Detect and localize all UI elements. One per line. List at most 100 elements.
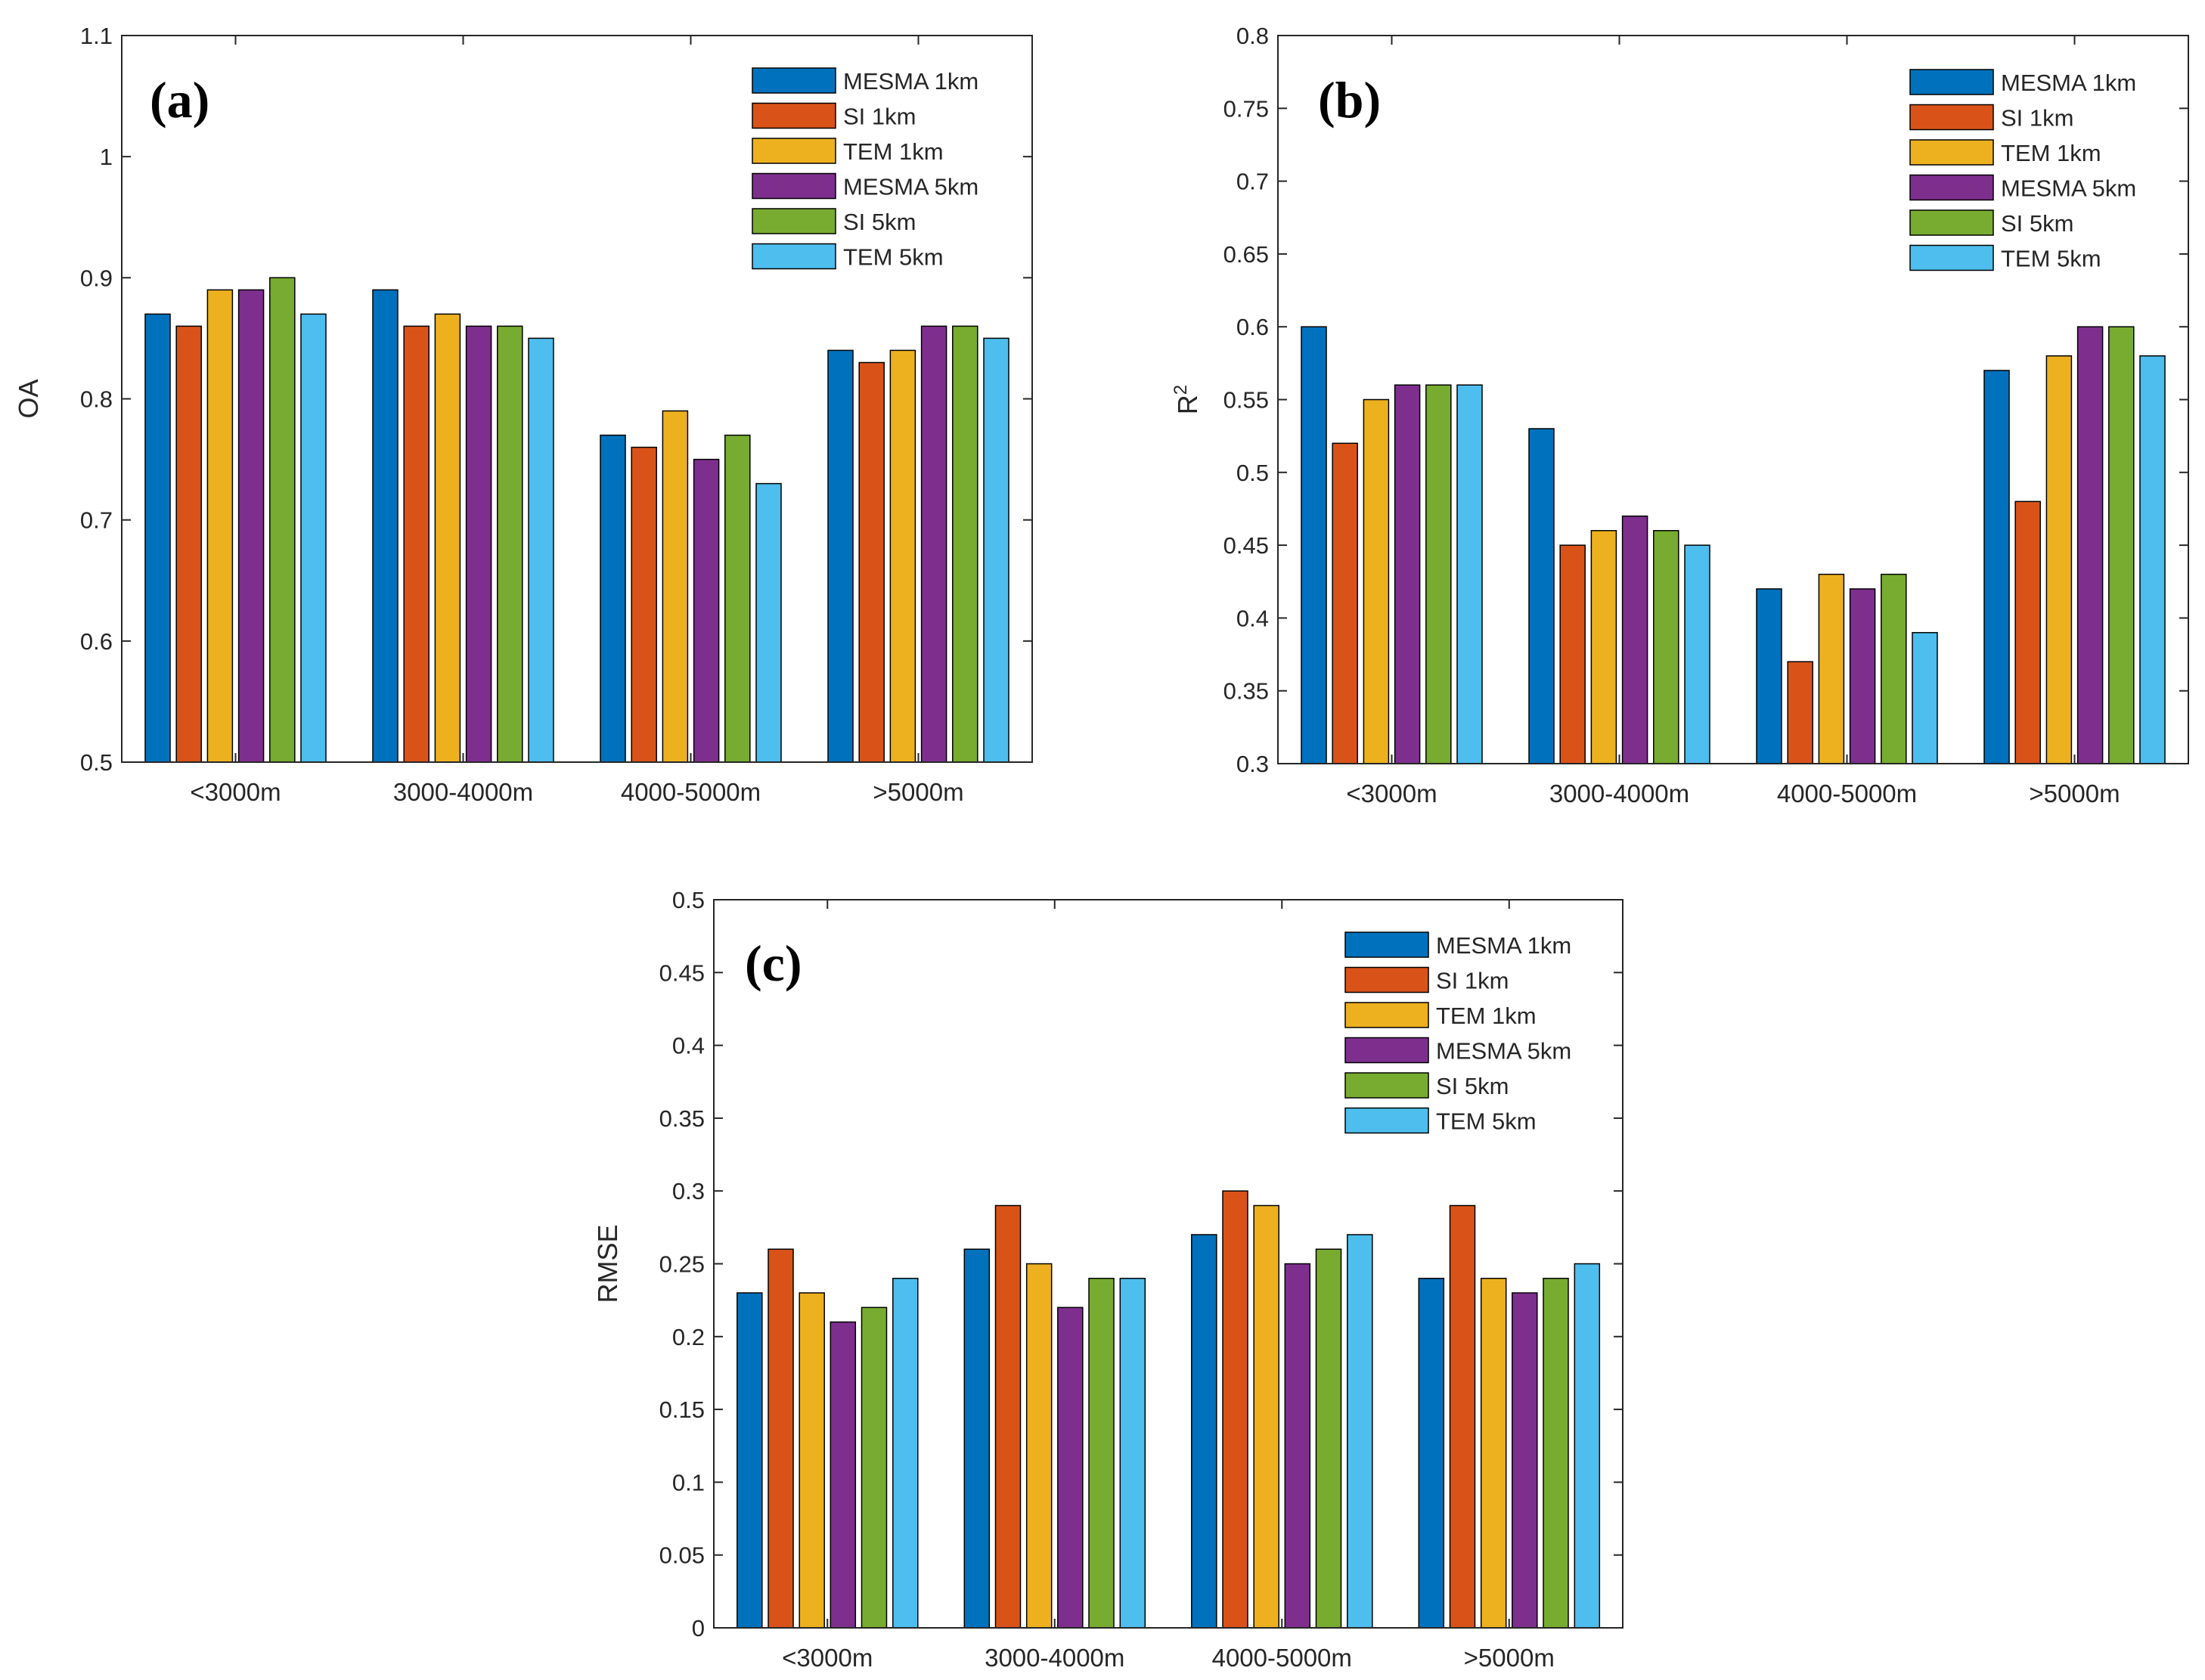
- y-tick-label: 0.05: [659, 1542, 705, 1569]
- legend-swatch: [1909, 69, 1994, 95]
- bar-si-1km-0: [1332, 442, 1358, 764]
- y-axis-label-text: RMSE: [592, 1224, 623, 1303]
- y-tick-label: 0.45: [659, 959, 705, 986]
- y-tick-label: 1: [100, 144, 113, 170]
- bar-mesma-5km-0: [830, 1321, 857, 1629]
- bar-tem-1km-3: [1480, 1278, 1507, 1629]
- y-tick-label: 0.7: [80, 507, 113, 534]
- y-tick-label: 0.15: [659, 1396, 705, 1423]
- bar-tem-5km-2: [1347, 1234, 1373, 1629]
- legend-swatch: [1909, 139, 1994, 166]
- y-tick-label: 0.25: [659, 1251, 705, 1278]
- bar-mesma-5km-3: [1512, 1292, 1538, 1629]
- legend-label: MESMA 1km: [843, 68, 978, 95]
- y-tick-label: 1.1: [80, 23, 113, 49]
- bar-si-5km-0: [861, 1306, 888, 1629]
- bar-mesma-5km-1: [1057, 1306, 1084, 1629]
- bar-si-1km-2: [1787, 661, 1813, 764]
- bar-tem-5km-0: [300, 313, 327, 763]
- legend-swatch: [752, 67, 836, 94]
- legend-swatch: [752, 138, 836, 164]
- bar-mesma-5km-2: [1284, 1263, 1311, 1629]
- panel-label: (b): [1318, 71, 1381, 129]
- bar-tem-1km-0: [206, 289, 234, 763]
- legend-swatch: [1344, 966, 1429, 993]
- bar-mesma-5km-3: [920, 325, 947, 763]
- legend-swatch: [1344, 1002, 1429, 1028]
- bar-si-5km-2: [1315, 1248, 1342, 1629]
- bar-si-5km-1: [497, 325, 523, 763]
- y-axis-label-superscript: 2: [1171, 385, 1191, 395]
- bar-mesma-1km-0: [1301, 326, 1327, 764]
- legend-label: TEM 5km: [2001, 246, 2101, 272]
- bar-mesma-5km-1: [1621, 515, 1648, 764]
- legend-label: TEM 1km: [2001, 140, 2101, 166]
- legend-label: MESMA 5km: [843, 174, 978, 200]
- bar-si-5km-2: [724, 434, 751, 763]
- y-tick-label: 0.3: [672, 1178, 705, 1204]
- bar-mesma-5km-3: [2076, 326, 2104, 764]
- bar-si-1km-3: [2014, 501, 2041, 764]
- bar-mesma-1km-1: [963, 1248, 991, 1629]
- y-axis-label: R2: [1171, 385, 1203, 414]
- y-tick-label: 0.45: [1223, 532, 1269, 559]
- x-tick-label: >5000m: [2029, 780, 2120, 807]
- x-tick-label: <3000m: [1346, 780, 1437, 807]
- legend-label: MESMA 1km: [2001, 70, 2136, 96]
- y-tick-label: 0.6: [80, 628, 113, 655]
- bar-tem-1km-2: [1253, 1204, 1279, 1629]
- bar-tem-1km-1: [434, 313, 461, 763]
- legend-label: MESMA 5km: [1436, 1038, 1571, 1065]
- legend-label: SI 1km: [1436, 968, 1509, 994]
- bar-tem-1km-1: [1590, 530, 1617, 764]
- y-tick-label: 0.9: [80, 265, 113, 291]
- bar-si-5km-1: [1088, 1278, 1115, 1629]
- legend-label: SI 1km: [843, 104, 916, 130]
- x-tick-label: >5000m: [1464, 1644, 1555, 1672]
- y-axis-label: OA: [13, 379, 44, 418]
- bar-tem-1km-2: [662, 410, 689, 763]
- bar-tem-1km-0: [1363, 398, 1390, 764]
- bar-si-5km-0: [1425, 384, 1452, 764]
- legend-swatch: [1344, 1107, 1429, 1134]
- bar-mesma-5km-2: [1849, 588, 1876, 764]
- bar-tem-5km-0: [892, 1278, 919, 1629]
- bar-tem-1km-3: [889, 349, 916, 763]
- y-tick-label: 0.8: [80, 386, 113, 413]
- bar-si-1km-1: [1559, 544, 1586, 764]
- bar-tem-5km-3: [1574, 1263, 1601, 1629]
- legend-swatch: [1344, 931, 1429, 958]
- bar-mesma-5km-0: [237, 289, 265, 763]
- y-axis-label: RMSE: [592, 1224, 623, 1303]
- y-tick-label: 0.5: [80, 749, 113, 776]
- legend-swatch: [752, 102, 836, 129]
- x-tick-label: 4000-5000m: [1212, 1644, 1352, 1672]
- bar-mesma-1km-0: [144, 313, 171, 763]
- y-tick-label: 0.4: [672, 1033, 705, 1059]
- bar-si-5km-2: [1881, 573, 1907, 764]
- y-tick-label: 0.65: [1223, 241, 1269, 268]
- bar-si-1km-2: [1222, 1190, 1248, 1629]
- bar-tem-5km-3: [983, 337, 1009, 763]
- legend-label: SI 5km: [2001, 210, 2073, 237]
- y-axis-label-text: R: [1172, 395, 1203, 414]
- bar-si-5km-3: [952, 325, 978, 763]
- legend-label: SI 5km: [1436, 1073, 1509, 1099]
- bar-mesma-1km-2: [1756, 588, 1782, 764]
- chart-panel-c: 0 0.05 0.1 0.15 0.2 0.25 0.3 0.35 0.4 0.45 0.5 <300…: [592, 887, 1624, 1672]
- chart-panel-b: 0.3 0.35 0.4 0.45 0.5 0.55 0.6 0.65 0.7 0.75 0.8 <3…: [1171, 23, 2189, 807]
- chart-panel-a: 0.5 0.6 0.7 0.8 0.9 1 1.1 <3000m 3000-4000m 4000-…: [13, 23, 1033, 806]
- bar-mesma-1km-2: [1191, 1234, 1217, 1629]
- bar-mesma-1km-0: [737, 1292, 763, 1629]
- legend-swatch: [1344, 1072, 1429, 1099]
- bar-mesma-1km-3: [827, 349, 854, 763]
- panel-label: (c): [745, 935, 802, 992]
- bar-si-5km-3: [2108, 326, 2135, 764]
- y-tick-label: 0.1: [672, 1469, 705, 1496]
- legend-swatch: [1909, 244, 1994, 271]
- y-axis-label-text: OA: [13, 379, 44, 418]
- bar-tem-5km-3: [2139, 355, 2166, 764]
- bar-tem-5km-1: [1684, 544, 1710, 764]
- legend-swatch: [752, 172, 836, 200]
